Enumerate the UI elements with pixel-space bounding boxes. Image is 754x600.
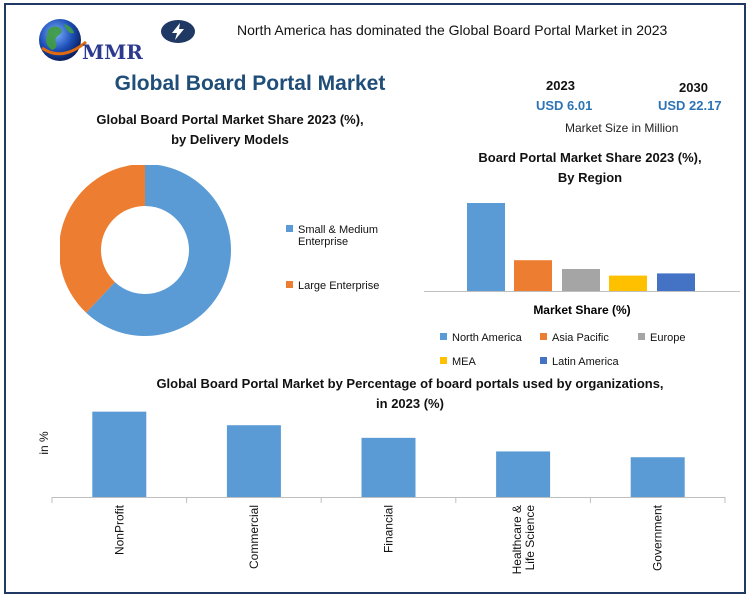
org-tick-label-government: Government xyxy=(651,504,665,571)
org-tick-label-healthcare-life-science: Healthcare &Life Science xyxy=(510,505,537,575)
region-legend: North America Asia Pacific Europe MEA Latin … xyxy=(424,330,740,374)
legend-swatch xyxy=(638,333,645,340)
donut-chart xyxy=(60,165,231,336)
org-chart-title: Global Board Portal Market by Percentage… xyxy=(60,374,754,414)
legend-swatch xyxy=(540,357,547,364)
lightning-bolt-icon xyxy=(160,19,196,44)
org-tick-label-nonprofit: NonProfit xyxy=(112,504,126,555)
org-tick-label-commercial: Commercial xyxy=(247,505,261,569)
region-bar-mea xyxy=(609,275,647,291)
year-2030-label: 2030 xyxy=(679,80,708,95)
infographic-frame xyxy=(4,3,746,594)
globe-icon xyxy=(39,19,87,61)
org-bar-healthcare-life-science xyxy=(496,451,551,497)
value-2023: USD 6.01 xyxy=(536,98,593,113)
region-title-line1: Board Portal Market Share 2023 (%), xyxy=(478,150,702,165)
legend-swatch xyxy=(286,281,293,288)
region-legend-europe: Europe xyxy=(638,332,685,344)
region-legend-north-america: North America xyxy=(440,332,522,344)
page-title: Global Board Portal Market xyxy=(114,72,386,95)
region-bar-latin-america xyxy=(657,273,695,291)
region-title-line2: By Region xyxy=(557,170,623,185)
org-ylabel: in % xyxy=(37,431,51,455)
org-title-line2: in 2023 (%) xyxy=(376,396,444,411)
donut-slice-small-medium-enterprise xyxy=(86,165,231,336)
donut-chart-title: Global Board Portal Market Share 2023 (%… xyxy=(50,110,410,150)
legend-swatch xyxy=(540,333,547,340)
org-bar-government xyxy=(630,457,685,497)
region-bar-chart xyxy=(424,203,740,292)
region-bar-asia-pacific xyxy=(514,260,552,291)
legend-swatch xyxy=(440,357,447,364)
donut-title-line2: by Delivery Models xyxy=(171,132,289,147)
mmr-logo: MMR xyxy=(38,14,158,70)
donut-slice-large-enterprise xyxy=(60,165,145,313)
year-2023-label: 2023 xyxy=(546,78,575,93)
legend-swatch xyxy=(440,333,447,340)
logo-text: MMR xyxy=(82,40,143,64)
donut-legend-small-medium-enterprise: Small & Medium Enterprise xyxy=(286,224,378,248)
org-bar-nonprofit xyxy=(92,411,147,497)
headline: North America has dominated the Global B… xyxy=(237,22,668,38)
value-2030: USD 22.17 xyxy=(658,98,722,113)
region-legend-latin-america: Latin America xyxy=(540,356,619,368)
region-legend-asia-pacific: Asia Pacific xyxy=(540,332,609,344)
organization-bar-chart: in % NonProfit Commercial Financial Healthca… xyxy=(37,411,726,575)
org-title-line1: Global Board Portal Market by Percentage… xyxy=(156,376,664,391)
org-bar-financial xyxy=(361,437,416,497)
region-legend-mea: MEA xyxy=(440,356,476,368)
donut-title-line1: Global Board Portal Market Share 2023 (%… xyxy=(96,112,364,127)
donut-legend-large-enterprise: Large Enterprise xyxy=(286,280,379,292)
region-bar-europe xyxy=(562,269,600,291)
region-xlabel: Market Share (%) xyxy=(533,303,631,317)
region-bar-north-america xyxy=(467,203,505,291)
region-chart-title: Board Portal Market Share 2023 (%), By R… xyxy=(440,148,740,188)
market-size-caption: Market Size in Million xyxy=(565,121,679,135)
donut-legend: Small & Medium Enterprise Large Enterprise xyxy=(286,224,406,304)
legend-swatch xyxy=(286,225,293,232)
org-tick-label-financial: Financial xyxy=(382,505,396,553)
org-bar-commercial xyxy=(226,425,281,497)
